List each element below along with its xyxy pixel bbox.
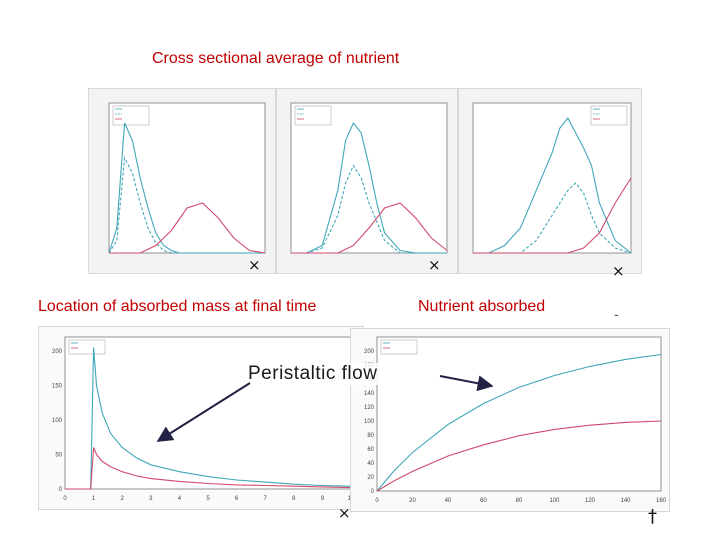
y-tick-label: 200 <box>364 349 375 355</box>
x-tick-label: 100 <box>549 498 560 504</box>
bottom-left-panel: 012345678910050100150200 <box>38 326 364 510</box>
marker-dagger: † <box>648 506 657 527</box>
peristaltic-flow-label: Peristaltic flow <box>246 363 380 385</box>
y-tick-label: 0 <box>371 489 375 495</box>
top-chart-panel-3 <box>458 88 642 274</box>
bottom-left-chart: 012345678910050100150200 <box>52 336 355 502</box>
marker-x-3: × <box>612 262 625 280</box>
x-tick-label: 80 <box>516 498 523 504</box>
bottom-right-chart: 0204060801001201401600204060801001201401… <box>364 336 667 504</box>
y-tick-label: 200 <box>52 349 63 355</box>
series-line-2 <box>291 202 448 254</box>
x-tick-label: 60 <box>480 498 487 504</box>
plot-frame <box>64 336 352 490</box>
x-tick-label: 140 <box>620 498 631 504</box>
top-chart-panel-1 <box>88 88 276 274</box>
series-line-1 <box>65 447 352 490</box>
x-tick-label: 0 <box>63 496 67 502</box>
y-tick-label: 50 <box>55 452 62 458</box>
x-tick-label: 20 <box>409 498 416 504</box>
x-tick-label: 3 <box>149 496 153 502</box>
plot-frame <box>376 336 662 492</box>
x-tick-label: 6 <box>235 496 239 502</box>
x-tick-label: 2 <box>121 496 125 502</box>
series-line-0 <box>65 347 352 490</box>
legend-box <box>68 339 106 355</box>
y-tick-label: 150 <box>52 383 63 389</box>
legend-box <box>112 105 150 126</box>
y-tick-label: 80 <box>367 433 374 439</box>
bottom-left-title: Location of absorbed mass at final time <box>38 298 317 315</box>
top-chart-1 <box>108 102 266 254</box>
top-chart-3 <box>472 102 632 254</box>
legend-box <box>380 339 418 355</box>
arrow-left <box>156 382 251 442</box>
series-line-0 <box>376 353 662 492</box>
arrow-right <box>439 375 494 392</box>
x-tick-label: 7 <box>264 496 268 502</box>
bottom-right-title: Nutrient absorbed <box>418 298 546 315</box>
top-chart-2 <box>290 102 448 254</box>
x-tick-label: 40 <box>445 498 452 504</box>
series-line-1 <box>291 164 447 254</box>
series-line-0 <box>473 116 632 254</box>
series-line-0 <box>108 122 265 254</box>
x-tick-label: 120 <box>585 498 596 504</box>
y-tick-label: 100 <box>364 419 375 425</box>
stray-dash: - <box>614 306 619 322</box>
x-tick-label: 9 <box>321 496 325 502</box>
x-tick-label: 1 <box>92 496 96 502</box>
plot-frame <box>108 102 266 254</box>
series-line-1 <box>473 182 632 254</box>
bottom-right-panel: 0204060801001201401600204060801001201401… <box>350 328 670 512</box>
y-tick-label: 120 <box>364 405 375 411</box>
y-tick-label: 60 <box>367 447 374 453</box>
x-tick-label: 4 <box>178 496 182 502</box>
series-line-0 <box>291 121 447 254</box>
marker-x-1: × <box>248 256 261 274</box>
y-tick-label: 140 <box>364 391 375 397</box>
y-tick-label: 40 <box>367 461 374 467</box>
series-line-1 <box>108 156 265 254</box>
top-title: Cross sectional average of nutrient <box>152 50 400 67</box>
legend-box <box>294 105 332 126</box>
y-tick-label: 100 <box>52 418 63 424</box>
legend-box <box>590 105 628 126</box>
series-line-2 <box>109 202 266 254</box>
x-tick-label: 8 <box>292 496 296 502</box>
top-chart-panel-2 <box>276 88 458 274</box>
x-tick-label: 160 <box>656 498 667 504</box>
series-line-1 <box>376 420 662 492</box>
series-line-2 <box>473 177 632 254</box>
y-tick-label: 20 <box>367 475 374 481</box>
y-tick-label: 0 <box>59 487 63 493</box>
x-tick-label: 5 <box>206 496 210 502</box>
x-tick-label: 0 <box>375 498 379 504</box>
marker-x-4: × <box>338 504 351 522</box>
marker-x-2: × <box>428 256 441 274</box>
